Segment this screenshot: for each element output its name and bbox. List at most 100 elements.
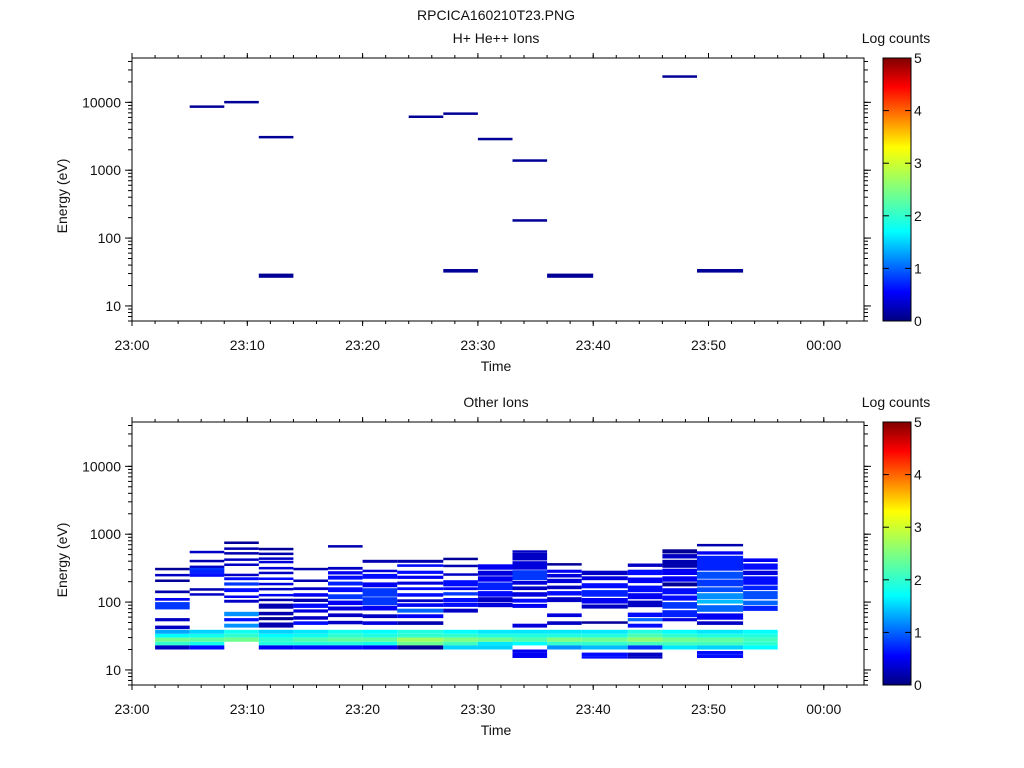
heatmap-cell <box>443 602 478 607</box>
heatmap-cell <box>328 606 363 611</box>
panel-title: Other Ions <box>463 394 528 410</box>
heatmap-cell <box>697 645 744 650</box>
heatmap-cell <box>697 269 744 273</box>
plot-frame <box>131 421 865 686</box>
heatmap-cell <box>662 75 697 78</box>
heatmap-cell <box>512 649 548 653</box>
heatmap-cell <box>547 585 582 590</box>
heatmap-cell <box>477 570 513 576</box>
heatmap-cell <box>697 613 744 620</box>
heatmap-cell <box>477 582 513 591</box>
heatmap-cell <box>512 550 548 553</box>
colorbar-ticks: 0 1 2 3 4 5 <box>883 414 922 693</box>
heatmap-cell <box>581 629 628 634</box>
heatmap-cell <box>397 614 444 619</box>
heatmap-cell <box>224 623 259 628</box>
y-axis-label: Energy (eV) <box>54 523 70 598</box>
heatmap-cell <box>477 576 513 582</box>
heatmap-cell <box>155 579 190 582</box>
heatmap-cell <box>155 645 190 650</box>
heatmap-cell <box>258 645 294 650</box>
heatmap-cell <box>743 591 778 600</box>
heatmap-cell <box>743 645 778 650</box>
heatmap-cell <box>258 603 294 609</box>
heatmap-cell <box>328 641 363 646</box>
panel-other-ions: Other Ions Log counts Energy (eV) Time 2… <box>54 394 930 738</box>
heatmap-cells <box>189 75 744 278</box>
heatmap-cell <box>224 629 259 634</box>
heatmap-cell <box>743 637 778 642</box>
x-tick-label: 23:40 <box>576 701 611 717</box>
heatmap-cell <box>362 629 398 634</box>
heatmap-cell <box>443 580 478 587</box>
colorbar <box>882 421 912 686</box>
heatmap-cell <box>189 105 225 108</box>
heatmap-cell <box>443 564 478 568</box>
x-axis-label: Time <box>481 722 512 738</box>
heatmap-cell <box>258 582 294 586</box>
heatmap-cells <box>155 541 778 659</box>
heatmap-cell <box>443 637 478 642</box>
x-tick-label: 23:30 <box>460 337 495 353</box>
heatmap-cell <box>189 588 225 591</box>
heatmap-cell <box>627 618 663 622</box>
heatmap-cell <box>477 564 513 570</box>
heatmap-cell <box>362 588 398 597</box>
heatmap-cell <box>224 552 259 555</box>
heatmap-cell <box>581 652 628 657</box>
axes: 23:00 23:10 23:20 23:30 23:40 23:50 00:00 10 100… <box>82 417 871 717</box>
colorbar-tick-label: 5 <box>914 414 922 430</box>
heatmap-cell <box>293 598 328 602</box>
heatmap-cell <box>547 633 582 638</box>
heatmap-cell <box>258 593 294 597</box>
heatmap-cell <box>662 610 697 618</box>
heatmap-cell <box>293 587 328 591</box>
y-tick-label: 10000 <box>82 458 121 474</box>
heatmap-cell <box>155 573 190 577</box>
heatmap-cell <box>697 599 744 604</box>
heatmap-cell <box>477 645 513 650</box>
heatmap-cell <box>397 641 444 646</box>
heatmap-cell <box>224 573 259 577</box>
heatmap-cell <box>662 633 697 638</box>
heatmap-cell <box>547 578 582 584</box>
heatmap-cell <box>627 656 663 659</box>
x-tick-label: 23:30 <box>460 701 495 717</box>
heatmap-cell <box>662 618 697 622</box>
heatmap-cell <box>397 599 444 603</box>
heatmap-cell <box>743 585 778 591</box>
heatmap-cell <box>547 573 582 578</box>
x-tick-label: 23:20 <box>345 337 380 353</box>
x-tick-label: 00:00 <box>806 701 841 717</box>
heatmap-cell <box>581 570 628 576</box>
heatmap-cell <box>697 641 744 646</box>
x-tick-label: 23:40 <box>576 337 611 353</box>
x-tick-label: 23:50 <box>691 701 726 717</box>
heatmap-cell <box>293 633 328 638</box>
heatmap-cell <box>547 273 594 278</box>
heatmap-cell <box>581 604 628 609</box>
heatmap-cell <box>581 621 628 624</box>
heatmap-cell <box>328 545 363 548</box>
heatmap-cell <box>362 559 398 563</box>
heatmap-cell <box>258 637 294 642</box>
figure-title: RPCICA160210T23.PNG <box>417 7 575 23</box>
heatmap-cell <box>662 602 697 609</box>
heatmap-cell <box>627 637 663 642</box>
heatmap-cell <box>189 559 225 563</box>
x-axis-label: Time <box>481 358 512 374</box>
heatmap-cell <box>362 641 398 646</box>
heatmap-cell <box>258 273 294 278</box>
colorbar-tick-label: 0 <box>914 677 922 693</box>
heatmap-cell <box>627 645 663 650</box>
heatmap-cell <box>293 579 328 582</box>
heatmap-cell <box>328 566 363 570</box>
heatmap-cell <box>581 583 628 589</box>
heatmap-cell <box>224 599 259 603</box>
heatmap-cell <box>697 654 744 658</box>
y-axis-label: Energy (eV) <box>54 159 70 234</box>
heatmap-cell <box>697 637 744 642</box>
heatmap-cell <box>697 633 744 638</box>
y-tick-label: 100 <box>98 594 122 610</box>
heatmap-cell <box>224 541 259 544</box>
